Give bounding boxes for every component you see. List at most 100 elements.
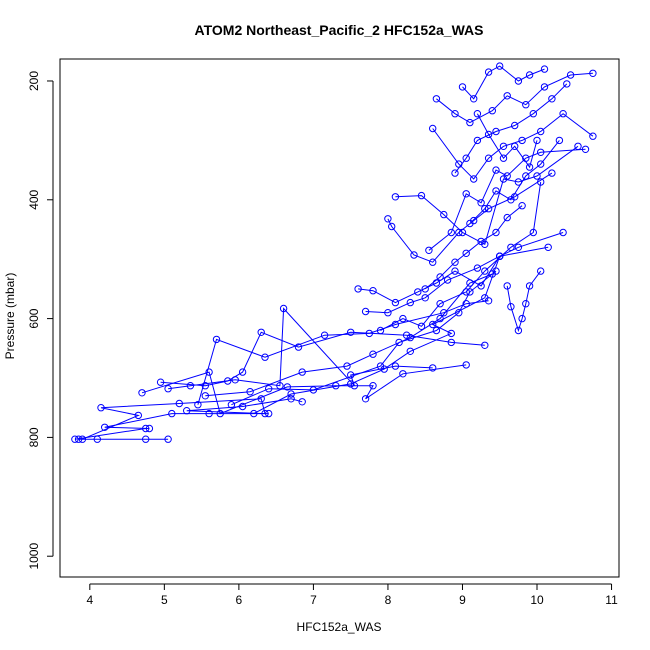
x-tick-label: 7 [310,593,317,607]
data-point [369,350,377,358]
data-point [533,136,541,145]
series-line [160,331,485,387]
series-clip-group [71,62,597,443]
data-point [347,328,355,336]
data-point [369,287,377,295]
data-point [429,320,437,329]
data-point [503,92,511,100]
data-series [78,395,306,443]
data-point [343,362,351,370]
data-point [548,169,556,177]
data-point [138,389,146,397]
data-point [71,435,79,443]
data-point [429,124,437,133]
data-point [518,202,526,210]
series-line [358,246,549,304]
data-point [168,409,176,418]
data-point [246,388,254,396]
data-point [414,288,422,296]
data-point [440,210,448,219]
data-point [183,407,191,415]
data-point [451,267,459,275]
data-point [436,273,444,281]
data-point [447,338,455,347]
data-point [227,401,236,409]
data-point [212,335,221,344]
data-point [537,127,545,136]
data-series [376,178,545,335]
data-point [432,95,441,103]
data-point [429,364,437,372]
data-point [458,83,467,91]
data-point [529,110,537,118]
x-tick-label: 8 [385,593,392,607]
x-tick-label: 9 [459,593,466,607]
data-point [492,228,500,237]
data-series [458,62,549,103]
data-point [466,118,474,127]
data-point [78,435,87,443]
data-point [533,172,541,180]
y-axis: 200 400 600 800 1000 [27,71,54,570]
data-point [540,83,549,91]
data-point [484,130,493,139]
data-point [205,409,213,418]
series-line [380,181,542,331]
data-point [522,101,530,109]
data-point [406,347,414,355]
data-point [470,175,478,183]
x-tick-label: 4 [86,593,93,607]
data-point [518,314,526,323]
data-point [518,136,526,145]
data-point [134,411,143,420]
data-point [566,71,575,79]
data-point [540,65,549,73]
data-point [458,228,467,237]
data-point [402,331,411,339]
data-point [473,264,482,272]
data-point [238,402,247,411]
data-point [432,326,441,335]
data-point [347,380,355,388]
data-point [499,154,508,162]
data-series [466,136,564,228]
data-point [496,62,504,70]
data-point [481,205,489,213]
data-point [257,328,265,336]
series-line [436,72,593,124]
data-point [97,404,105,412]
series-line [141,364,467,415]
data-point [361,395,370,403]
data-point [451,169,459,177]
series-line [197,300,489,405]
data-point [440,309,448,317]
data-point [473,110,482,118]
data-point [391,362,400,370]
data-point [514,243,523,252]
data-point [384,215,392,223]
data-point [537,267,545,275]
data-point [175,399,184,408]
data-point [511,121,519,130]
series-layer [71,62,597,443]
data-point [265,385,273,393]
data-point [525,163,534,171]
y-tick-label: 200 [27,71,41,91]
y-tick-label: 400 [27,189,41,209]
series-line [82,398,303,440]
data-series [503,267,545,335]
y-axis-label: Pressure (mbar) [3,273,17,360]
x-tick-label: 11 [605,593,618,607]
data-point [522,172,530,180]
x-axis-label: HFC152a_WAS [297,620,382,634]
data-point [447,228,455,237]
data-point [462,190,470,198]
x-axis: 4 5 6 7 8 9 10 11 [86,583,618,607]
data-series [227,267,500,409]
data-point [365,329,373,338]
series-line [469,140,560,224]
data-point [238,368,247,376]
data-point [484,68,493,76]
data-point [507,243,515,252]
